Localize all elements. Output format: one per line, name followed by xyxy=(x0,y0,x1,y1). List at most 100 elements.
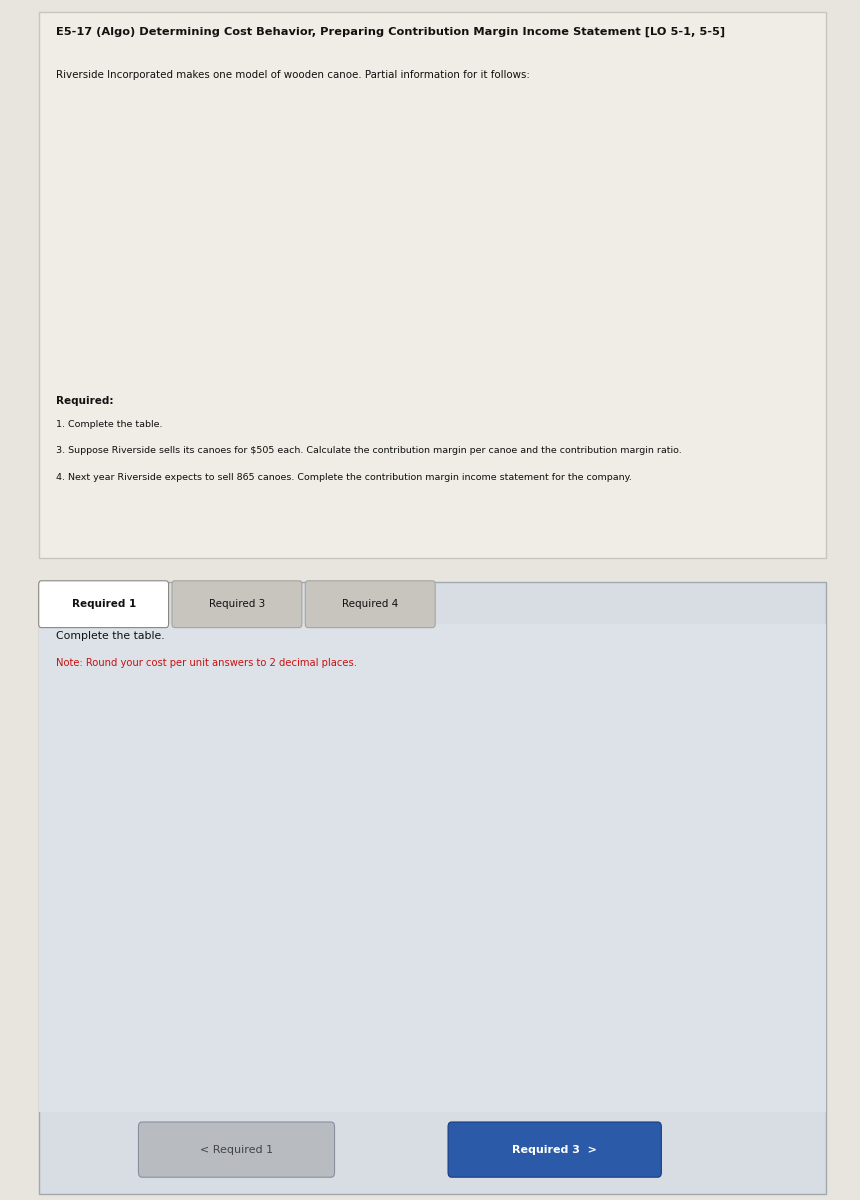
Text: Required 3: Required 3 xyxy=(209,599,265,610)
Text: Cost per unit: Cost per unit xyxy=(55,943,126,953)
Bar xyxy=(47,748,817,792)
Text: Required 1: Required 1 xyxy=(71,599,136,610)
Text: ?: ? xyxy=(805,191,809,200)
Text: Total costs: Total costs xyxy=(55,899,114,908)
Bar xyxy=(682,839,814,880)
Text: Total costs: Total costs xyxy=(55,120,109,130)
Bar xyxy=(47,107,817,143)
Text: Number of Canoes Produced and Sold: Number of Canoes Produced and Sold xyxy=(55,85,256,94)
Text: Required 3  >: Required 3 > xyxy=(513,1145,597,1154)
Text: $      0.00: $ 0.00 xyxy=(624,1078,669,1086)
Bar xyxy=(405,794,536,835)
Bar xyxy=(47,355,817,390)
Text: ?: ? xyxy=(681,191,686,200)
Text: ?: ? xyxy=(681,368,686,377)
Bar xyxy=(544,794,674,835)
Text: 515: 515 xyxy=(500,85,519,94)
Text: ?: ? xyxy=(681,227,686,235)
Text: 149,300: 149,300 xyxy=(492,854,531,864)
Text: Variable costs: Variable costs xyxy=(55,156,124,164)
Text: 3. Suppose Riverside sells its canoes for $505 each. Calculate the contribution : 3. Suppose Riverside sells its canoes fo… xyxy=(56,446,682,455)
Bar xyxy=(47,319,817,355)
Bar xyxy=(47,1060,817,1104)
Bar xyxy=(47,143,817,178)
Bar xyxy=(405,1016,536,1057)
Text: ?: ? xyxy=(681,298,686,306)
Text: ?: ? xyxy=(805,368,809,377)
Text: 149,300: 149,300 xyxy=(769,854,808,864)
Bar xyxy=(544,883,674,924)
Text: Total costs: Total costs xyxy=(55,766,114,775)
Text: ?: ? xyxy=(681,332,686,342)
Bar xyxy=(47,971,817,1015)
Text: 1. Complete the table.: 1. Complete the table. xyxy=(56,420,163,428)
Text: Fixed costs: Fixed costs xyxy=(55,191,111,200)
Text: Variable costs: Variable costs xyxy=(55,810,129,820)
Text: Required:: Required: xyxy=(56,396,114,406)
Text: 815: 815 xyxy=(746,85,765,94)
Text: Variable cost per unit: Variable cost per unit xyxy=(55,298,157,306)
Bar xyxy=(682,794,814,835)
Bar xyxy=(47,792,817,836)
Text: $ 221,915: $ 221,915 xyxy=(518,227,563,235)
Text: ?: ? xyxy=(805,298,809,306)
Text: Required 4: Required 4 xyxy=(342,599,398,610)
Bar xyxy=(682,1061,814,1103)
Text: < Required 1: < Required 1 xyxy=(200,1145,273,1154)
Text: $  149,300: $ 149,300 xyxy=(757,899,808,908)
Text: ?: ? xyxy=(805,227,809,235)
Text: $      0.00: $ 0.00 xyxy=(763,1078,808,1086)
Text: 815: 815 xyxy=(738,720,758,731)
Bar xyxy=(47,836,817,881)
Text: $ 72,615: $ 72,615 xyxy=(523,156,563,164)
Text: Total cost per unit: Total cost per unit xyxy=(55,1076,156,1087)
Text: ?: ? xyxy=(681,156,686,164)
Text: Fixed cost per unit: Fixed cost per unit xyxy=(55,1032,151,1042)
Text: Cost per unit: Cost per unit xyxy=(55,262,121,271)
Text: Note: Round your cost per unit answers to 2 decimal places.: Note: Round your cost per unit answers t… xyxy=(56,658,357,667)
Bar xyxy=(544,972,674,1013)
Text: ?: ? xyxy=(558,298,563,306)
Text: 149,300: 149,300 xyxy=(630,854,669,864)
Text: 149,300: 149,300 xyxy=(525,191,563,200)
Bar xyxy=(682,972,814,1013)
Text: $      0.00: $ 0.00 xyxy=(486,1078,531,1086)
Text: Riverside Incorporated makes one model of wooden canoe. Partial information for : Riverside Incorporated makes one model o… xyxy=(56,70,530,79)
Bar xyxy=(405,839,536,880)
Text: 4. Next year Riverside expects to sell 865 canoes. Complete the contribution mar: 4. Next year Riverside expects to sell 8… xyxy=(56,473,632,481)
Bar xyxy=(544,839,674,880)
Text: 515: 515 xyxy=(460,720,481,731)
Text: Complete the table.: Complete the table. xyxy=(56,631,164,641)
Text: ?: ? xyxy=(805,332,809,342)
Bar xyxy=(405,1061,536,1103)
Text: Number of Canoes Produced and Sold: Number of Canoes Produced and Sold xyxy=(55,720,263,731)
Bar xyxy=(47,926,817,971)
Bar xyxy=(47,1015,817,1060)
Text: ?: ? xyxy=(558,332,563,342)
Bar xyxy=(682,1016,814,1057)
Text: Variable cost per unit: Variable cost per unit xyxy=(55,988,166,997)
Bar xyxy=(682,883,814,924)
Text: Total cost per unit: Total cost per unit xyxy=(55,368,148,377)
Bar xyxy=(47,284,817,319)
Bar xyxy=(47,72,817,107)
Text: Fixed cost per unit: Fixed cost per unit xyxy=(55,332,144,342)
Bar xyxy=(47,248,817,284)
Text: E5-17 (Algo) Determining Cost Behavior, Preparing Contribution Margin Income Sta: E5-17 (Algo) Determining Cost Behavior, … xyxy=(56,26,725,37)
Text: $  221,915: $ 221,915 xyxy=(480,899,531,908)
Text: $   72,615: $ 72,615 xyxy=(482,810,531,820)
Bar xyxy=(544,1016,674,1057)
Text: ?: ? xyxy=(805,156,809,164)
Bar xyxy=(544,1061,674,1103)
Text: $  149,300: $ 149,300 xyxy=(618,899,669,908)
Text: 665: 665 xyxy=(623,85,642,94)
Bar xyxy=(47,703,817,748)
Text: 665: 665 xyxy=(599,720,619,731)
Bar xyxy=(47,881,817,926)
Text: Total costs: Total costs xyxy=(55,227,109,235)
Bar xyxy=(405,972,536,1013)
Bar xyxy=(47,178,817,214)
Bar xyxy=(405,883,536,924)
Bar xyxy=(47,214,817,248)
Text: ?: ? xyxy=(558,368,563,377)
